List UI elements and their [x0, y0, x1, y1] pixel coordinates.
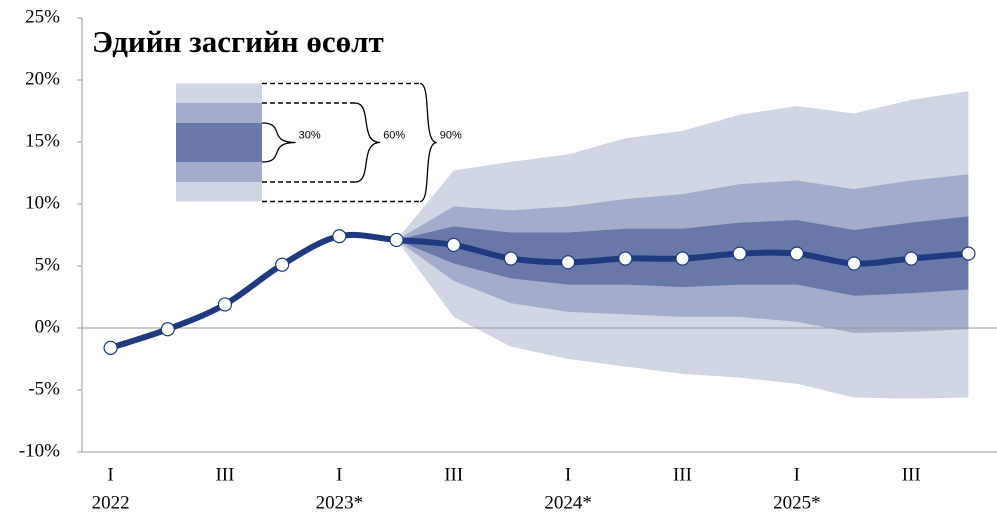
y-tick-label: 0%	[35, 316, 61, 337]
x-tick-label: III	[215, 464, 234, 485]
point	[961, 246, 976, 261]
legend-swatch	[176, 123, 262, 162]
y-tick-label: 5%	[35, 254, 61, 275]
x-tick-label: III	[444, 464, 463, 485]
chart-title: Эдийн засгийн өсөлт	[92, 24, 384, 59]
point	[846, 256, 862, 271]
line	[109, 231, 969, 351]
point	[332, 229, 347, 244]
x-tick-label: I	[107, 464, 113, 485]
x-group-label: 2022	[92, 492, 130, 513]
legend-brace	[354, 102, 381, 183]
legend-brace	[419, 82, 438, 203]
legend: 90% 60% 30%	[176, 82, 462, 203]
y-tick-label: 20%	[25, 68, 60, 89]
point	[560, 255, 576, 270]
point	[789, 246, 804, 261]
x-tick-label: I	[794, 464, 800, 485]
x-group-label: 2024*	[544, 492, 592, 513]
point	[217, 297, 233, 312]
legend-brace	[261, 122, 296, 163]
y-tick-label: -10%	[19, 440, 60, 461]
legend-label: 90%	[440, 129, 462, 141]
y-tick-label: 15%	[25, 130, 60, 151]
point	[160, 322, 175, 337]
x-tick-label: III	[673, 464, 692, 485]
legend-label: 60%	[383, 129, 405, 141]
point	[675, 251, 690, 266]
y-tick-label: -5%	[28, 378, 60, 399]
y-tick-label: 25%	[25, 6, 60, 27]
point	[618, 251, 633, 266]
point	[732, 246, 747, 261]
point	[503, 251, 519, 266]
x-group-label: 2023*	[316, 492, 364, 513]
y-tick-label: 10%	[25, 192, 60, 213]
x-tick-label: I	[336, 464, 342, 485]
x-group-label: 2025*	[773, 492, 821, 513]
point	[275, 257, 290, 272]
point	[446, 237, 461, 253]
point	[904, 251, 919, 266]
legend-label: 30%	[299, 129, 321, 141]
x-tick-label: I	[565, 464, 571, 485]
point	[103, 340, 118, 355]
x-tick-label: III	[902, 464, 921, 485]
point	[389, 232, 404, 248]
